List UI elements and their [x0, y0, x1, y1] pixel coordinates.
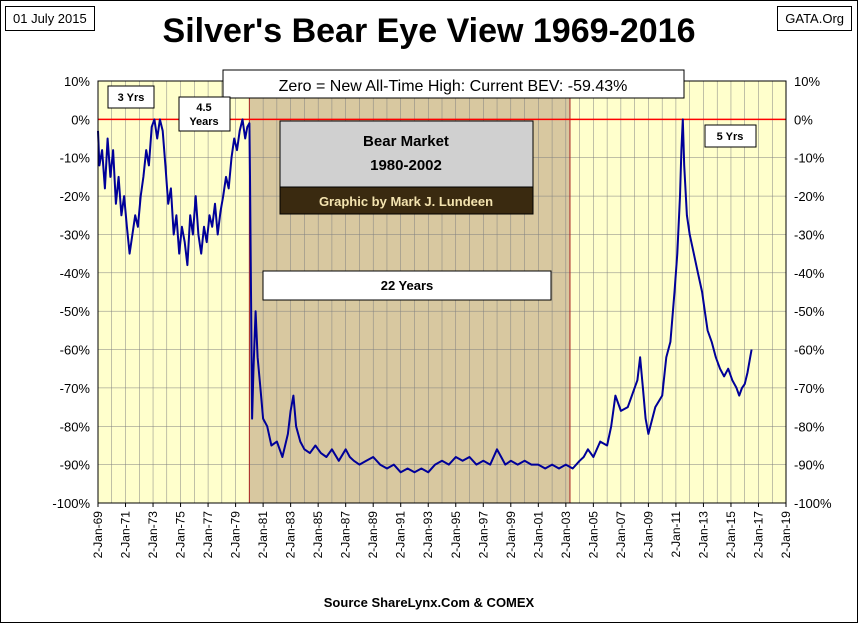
- x-tick-label: 2-Jan-95: [449, 511, 463, 559]
- y-tick-label-left: -50%: [60, 304, 91, 319]
- annotation-4-5-years-text: 4.5 Years: [189, 102, 218, 128]
- x-tick-label: 2-Jan-83: [284, 511, 298, 559]
- chart-title: Silver's Bear Eye View 1969-2016: [162, 12, 696, 50]
- y-tick-label-right: -100%: [794, 496, 832, 511]
- y-tick-label-left: -70%: [60, 381, 91, 396]
- x-tick-label: 2-Jan-79: [229, 511, 243, 559]
- y-tick-label-right: -90%: [794, 458, 825, 473]
- x-tick-label: 2-Jan-19: [779, 511, 793, 559]
- x-tick-label: 2-Jan-85: [311, 511, 325, 559]
- y-tick-label-right: -50%: [794, 304, 825, 319]
- y-tick-label-left: -20%: [60, 189, 91, 204]
- x-tick-label: 2-Jan-99: [504, 511, 518, 559]
- x-tick-label: 2-Jan-91: [394, 511, 408, 559]
- x-tick-label: 2-Jan-97: [476, 511, 490, 559]
- annotation-4-5-years-line: Years: [189, 116, 218, 128]
- annotation-5yrs: 5 Yrs: [704, 124, 757, 148]
- y-axis-left: 10% 0% -10% -20% -30% -40% -50% -60% -70% -80% -90…: [52, 74, 90, 511]
- bear-market-dates: 1980-2002: [370, 157, 442, 174]
- x-axis: 2-Jan-69 2-Jan-71 2-Jan-73 2-Jan-75 2-Jan-77…: [91, 503, 793, 558]
- x-tick-label: 2-Jan-13: [696, 511, 710, 559]
- credit-box: Graphic by Mark J. Lundeen: [279, 186, 534, 215]
- y-tick-label-right: -30%: [794, 227, 825, 242]
- y-tick-label-right: -10%: [794, 151, 825, 166]
- y-tick-label-left: -60%: [60, 343, 91, 358]
- x-tick-label: 2-Jan-15: [724, 511, 738, 559]
- annotation-22-years-text: 22 Years: [381, 278, 434, 293]
- source-label: GATA.Org: [777, 6, 852, 31]
- x-tick-label: 2-Jan-87: [339, 511, 353, 559]
- x-tick-label: 2-Jan-75: [174, 511, 188, 559]
- y-tick-label-left: -40%: [60, 266, 91, 281]
- bear-market-box: Bear Market 1980-2002: [279, 120, 534, 188]
- date-label: 01 July 2015: [5, 6, 95, 31]
- x-tick-label: 2-Jan-09: [641, 511, 655, 559]
- annotation-current: Zero = New All-Time High: Current BEV: -…: [222, 69, 685, 99]
- x-tick-label: 2-Jan-69: [91, 511, 105, 559]
- annotation-current-text: Zero = New All-Time High: Current BEV: -…: [279, 78, 628, 95]
- y-tick-label-left: -10%: [60, 151, 91, 166]
- x-tick-label: 2-Jan-73: [146, 511, 160, 559]
- annotation-22-years: 22 Years: [262, 270, 552, 301]
- x-tick-label: 2-Jan-05: [586, 511, 600, 559]
- y-tick-label-left: -30%: [60, 227, 91, 242]
- x-tick-label: 2-Jan-71: [119, 511, 133, 559]
- y-tick-label-right: -70%: [794, 381, 825, 396]
- y-tick-label-right: 0%: [794, 112, 813, 127]
- x-tick-label: 2-Jan-93: [421, 511, 435, 559]
- y-tick-label-left: 10%: [64, 74, 90, 89]
- annotation-3yrs: 3 Yrs: [107, 85, 155, 109]
- x-tick-label: 2-Jan-17: [751, 511, 765, 559]
- x-tick-label: 2-Jan-07: [614, 511, 628, 559]
- x-tick-label: 2-Jan-03: [559, 511, 573, 559]
- y-tick-label-left: 0%: [71, 112, 90, 127]
- credit-text: Graphic by Mark J. Lundeen: [319, 194, 493, 209]
- x-tick-label: 2-Jan-11: [669, 511, 683, 558]
- y-tick-label-right: -60%: [794, 343, 825, 358]
- annotation-4-5-years-line: 4.5: [196, 102, 211, 114]
- y-tick-label-left: -100%: [52, 496, 90, 511]
- y-tick-label-right: -20%: [794, 189, 825, 204]
- y-axis-right: 10% 0% -10% -20% -30% -40% -50% -60% -70% -80% -90…: [794, 74, 832, 511]
- y-tick-label-left: -90%: [60, 458, 91, 473]
- source-footer: Source ShareLynx.Com & COMEX: [323, 595, 535, 610]
- annotation-3yrs-text: 3 Yrs: [118, 92, 145, 104]
- bear-market-title: Bear Market: [363, 133, 449, 150]
- y-tick-label-right: -80%: [794, 419, 825, 434]
- series-line: [97, 118, 753, 474]
- x-tick-label: 2-Jan-01: [531, 511, 545, 559]
- x-tick-label: 2-Jan-89: [366, 511, 380, 559]
- y-tick-label-left: -80%: [60, 419, 91, 434]
- annotation-5yrs-text: 5 Yrs: [717, 131, 744, 143]
- annotation-4-5-years: 4.5 Years: [178, 96, 231, 132]
- x-tick-label: 2-Jan-81: [256, 511, 270, 559]
- y-tick-label-right: -40%: [794, 266, 825, 281]
- y-tick-label-right: 10%: [794, 74, 820, 89]
- x-tick-label: 2-Jan-77: [201, 511, 215, 559]
